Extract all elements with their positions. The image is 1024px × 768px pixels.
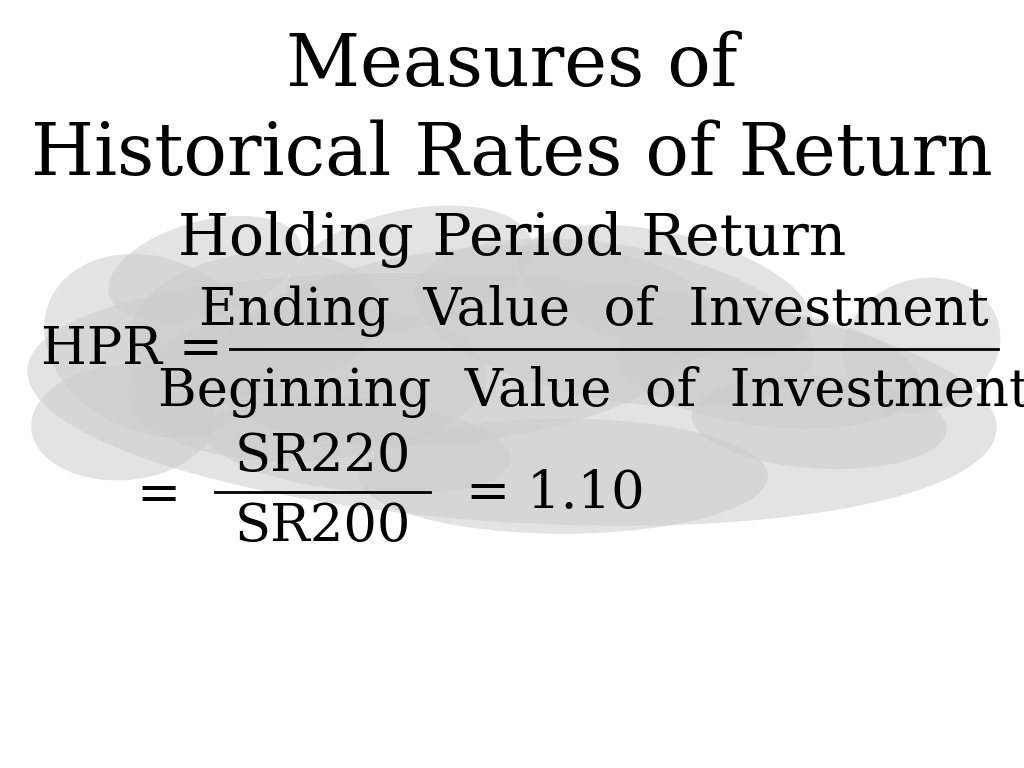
Ellipse shape [519,225,812,359]
Text: = 1.10: = 1.10 [466,468,644,519]
Text: HPR =: HPR = [41,324,223,375]
Text: Ending  Value  of  Investment: Ending Value of Investment [199,285,989,337]
Ellipse shape [31,365,215,480]
Text: Beginning  Value  of  Investment: Beginning Value of Investment [158,366,1024,418]
Text: Historical Rates of Return: Historical Rates of Return [31,119,993,190]
Ellipse shape [44,254,263,437]
Ellipse shape [691,376,947,469]
Ellipse shape [206,397,511,494]
Text: SR220: SR220 [234,432,411,482]
Ellipse shape [287,206,532,332]
Ellipse shape [358,419,768,534]
Ellipse shape [128,306,486,462]
Text: Measures of: Measures of [287,31,737,101]
Ellipse shape [415,238,814,407]
Ellipse shape [28,273,996,526]
Ellipse shape [208,245,714,446]
Text: SR200: SR200 [234,501,411,551]
Ellipse shape [109,216,301,322]
Ellipse shape [130,251,382,394]
Text: Holding Period Return: Holding Period Return [178,211,846,268]
Text: =: = [136,470,181,521]
Ellipse shape [843,278,1000,413]
Ellipse shape [616,309,920,429]
